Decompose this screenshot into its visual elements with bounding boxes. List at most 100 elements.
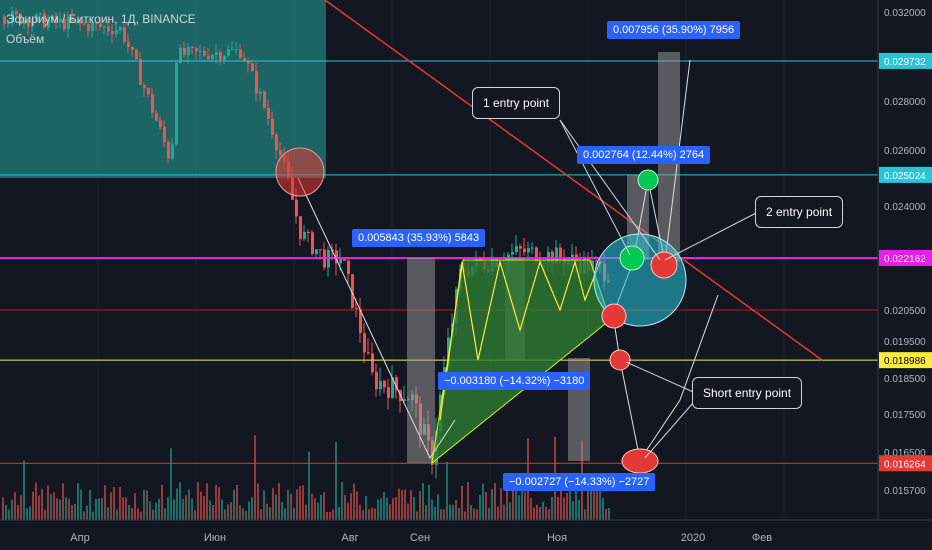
y-tick-label: 0.016500 [884,448,926,459]
callout-entry-2: 2 entry point [755,196,844,228]
volume-bar [473,508,475,520]
volume-bar [413,497,415,520]
volume-bar [236,484,238,520]
candle-body [535,247,538,263]
candle-body [359,308,362,334]
callout-short-entry: Short entry point [692,377,803,409]
entry-point-red [650,251,678,279]
volume-bar [71,504,73,520]
volume-bar [395,497,397,520]
level-price-badge [879,249,932,266]
candle-body [55,15,58,23]
volume-bar [506,483,508,520]
volume-bar [356,491,358,520]
measure-rise-1: 0.005843 (35.93%) 5843 [352,229,486,247]
volume-bar [233,489,235,520]
candle-body [107,26,110,32]
volume-bar [80,489,82,520]
candle-body [479,257,482,262]
volume-bar [14,492,16,520]
volume-bar [44,509,46,520]
volume-bar [26,508,28,520]
callout-pointer [644,394,701,459]
volume-bar [50,493,52,520]
level-price-badge [879,455,932,472]
candle-body [531,247,534,249]
volume-bar [353,483,355,520]
candle-body [99,23,102,27]
volume-bar [305,504,307,520]
volume-bar [62,483,64,520]
volume-label: Объём [6,32,45,46]
candle-body [183,47,186,56]
candle-body [387,387,390,398]
volume-bar [287,489,289,520]
target-circle [275,147,325,197]
candle-body [295,199,298,217]
x-tick-label: 2020 [681,532,705,544]
volume-bar [191,498,193,520]
candle-body [367,352,370,354]
volume-bar [170,448,172,520]
volume-bar [2,497,4,520]
volume-bar [443,509,445,520]
volume-bar [341,482,343,520]
volume-bar [419,490,421,520]
level-price-badge [879,352,932,369]
volume-bar [521,489,523,520]
candle-body [395,377,398,391]
volume-bar [569,488,571,520]
candle-body [403,399,406,401]
candle-body [251,63,254,72]
candle-body [523,248,526,253]
volume-bar [143,489,145,520]
volume-bar [560,484,562,520]
volume-bar [179,482,181,520]
volume-bar [245,511,247,520]
volume-bar [509,502,511,520]
volume-bar [518,495,520,520]
volume-bar [227,504,229,520]
volume-bar [593,484,595,520]
candle-body [143,84,146,89]
y-tick-label: 0.020500 [884,306,926,317]
volume-bar [275,494,277,520]
volume-bar [566,492,568,520]
candle-body [343,258,346,261]
volume-bar [425,505,427,520]
candle-body [519,246,522,249]
volume-bar [176,488,178,520]
volume-bar [491,489,493,520]
volume-bar [155,502,157,520]
candle-body [15,11,18,14]
volume-bar [587,482,589,520]
candle-body [191,46,194,48]
volume-bar [131,507,133,520]
volume-bar [422,483,424,520]
candle-body [247,61,250,64]
volume-bar [314,498,316,520]
candle-body [71,17,74,22]
volume-bar [92,511,94,520]
volume-bar [140,511,142,520]
volume-bar [557,496,559,520]
candle-body [311,232,314,254]
candle-body [79,20,82,24]
volume-bar [410,490,412,520]
callout-pointer [625,361,701,396]
candle-body [279,150,282,156]
volume-bar [407,503,409,520]
volume-bar [575,489,577,520]
candle-body [131,46,134,50]
volume-bar [251,497,253,520]
volume-bar [260,509,262,520]
volume-bar [281,501,283,520]
volume-bar [68,498,70,520]
volume-bar [77,482,79,520]
volume-bar [284,508,286,520]
volume-bar [203,496,205,520]
zigzag-wave [439,259,601,421]
volume-bar [437,494,439,520]
